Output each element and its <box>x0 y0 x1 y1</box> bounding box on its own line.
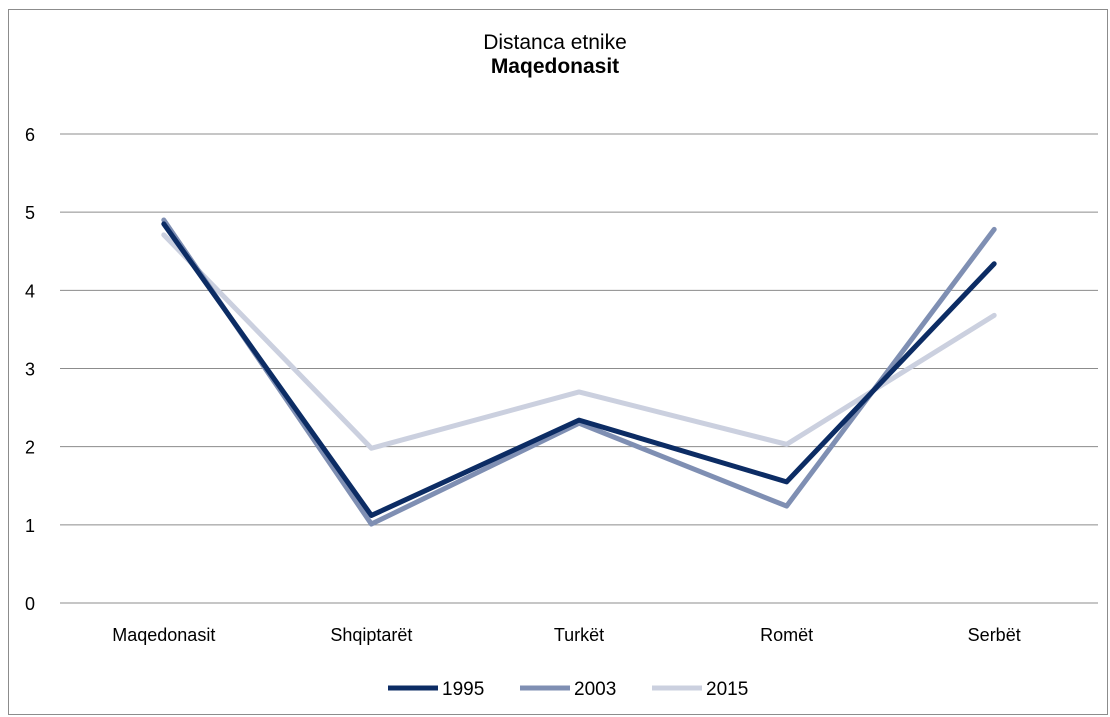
chart-title: Distanca etnike <box>483 31 627 54</box>
x-tick-label: Serbët <box>968 625 1021 645</box>
y-axis-tick-labels: 0 1 2 3 4 5 6 <box>25 125 35 614</box>
gridlines <box>60 133 1098 604</box>
y-tick-label: 3 <box>25 360 35 380</box>
series-line-1995 <box>161 221 997 518</box>
series-lines <box>161 217 997 527</box>
y-tick-label: 1 <box>25 516 35 536</box>
x-tick-label: Turkët <box>554 625 604 645</box>
chart-title-block: Distanca etnike Maqedonasit <box>0 31 1110 79</box>
chart-subtitle: Maqedonasit <box>490 55 620 78</box>
legend-label: 1995 <box>442 679 484 700</box>
y-tick-label: 6 <box>25 125 35 145</box>
legend-label: 2003 <box>574 679 616 700</box>
x-tick-label: Romët <box>760 625 813 645</box>
y-tick-label: 4 <box>25 281 35 301</box>
x-tick-label: Shqiptarët <box>330 625 412 645</box>
x-axis-tick-labels: Maqedonasit Shqiptarët Turkët Romët Serbët <box>112 625 1020 645</box>
series-line-2015 <box>161 232 997 451</box>
x-tick-label: Maqedonasit <box>112 625 215 645</box>
y-tick-label: 5 <box>25 203 35 223</box>
series-line-2003 <box>161 217 997 527</box>
legend-label: 2015 <box>706 679 748 700</box>
legend: 1995 2003 2015 <box>388 679 748 700</box>
chart-frame <box>8 9 1108 715</box>
y-tick-label: 2 <box>25 438 35 458</box>
y-tick-label: 0 <box>25 594 35 614</box>
